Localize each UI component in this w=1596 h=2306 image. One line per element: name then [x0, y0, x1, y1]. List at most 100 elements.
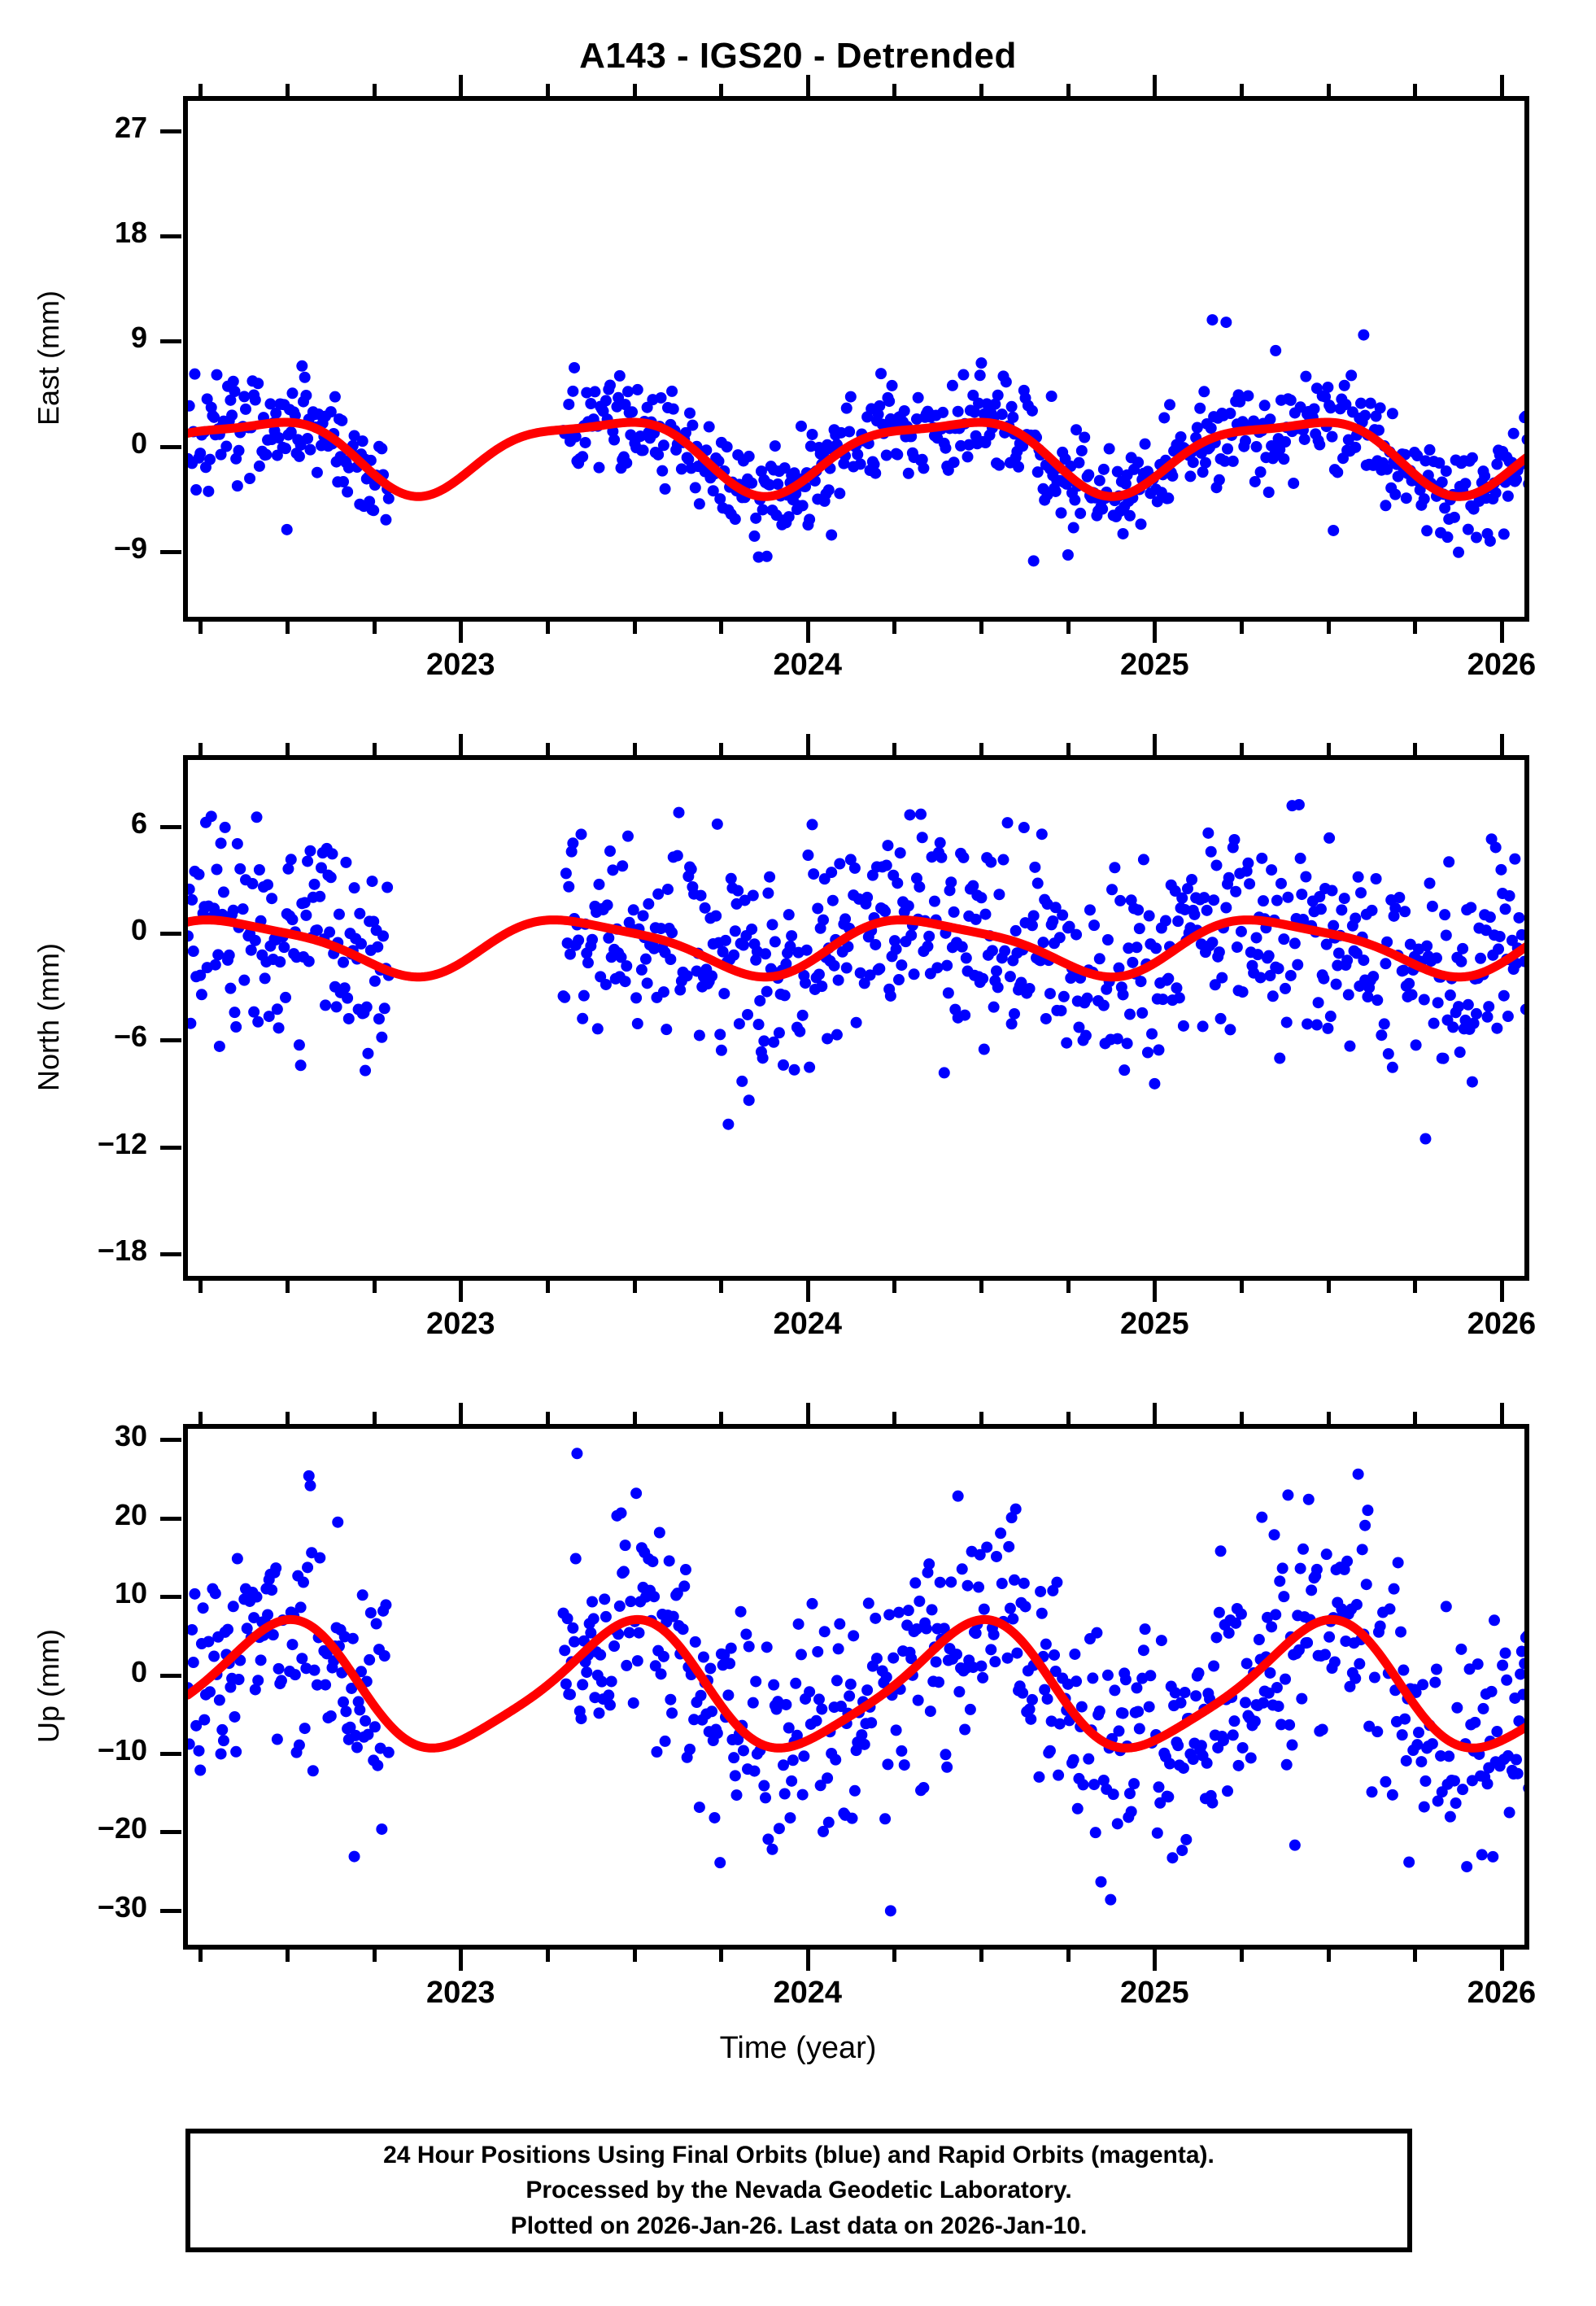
- y-tick-mark: [160, 931, 181, 936]
- y-tick-mark: [160, 1252, 181, 1257]
- x-minor-tick-top: [545, 84, 550, 96]
- plot-area-up[interactable]: [183, 1424, 1529, 1950]
- y-tick-mark: [160, 1438, 181, 1443]
- footer-line-1: 24 Hour Positions Using Final Orbits (bl…: [383, 2141, 1214, 2168]
- y-tick-mark: [160, 1830, 181, 1835]
- y-tick-mark: [160, 129, 181, 134]
- x-minor-tick-top: [1326, 1412, 1331, 1424]
- x-minor-tick-bottom: [892, 1281, 897, 1293]
- x-major-tick-top: [459, 1403, 464, 1424]
- x-minor-tick-bottom: [979, 622, 984, 634]
- x-minor-tick-bottom: [1239, 1950, 1244, 1962]
- x-minor-tick-top: [892, 1412, 897, 1424]
- y-tick-label: 0: [130, 912, 147, 946]
- y-tick-label: −18: [97, 1234, 147, 1268]
- y-tick-label: 27: [114, 111, 147, 145]
- x-minor-tick-bottom: [979, 1281, 984, 1293]
- x-minor-tick-bottom: [1066, 1950, 1071, 1962]
- x-major-tick-bottom: [805, 1950, 810, 1971]
- x-major-tick-bottom: [805, 1281, 810, 1302]
- y-tick-label: 6: [130, 806, 147, 840]
- y-tick-label: −9: [113, 531, 147, 565]
- data-layer-up: [188, 1448, 1524, 1917]
- x-minor-tick-top: [198, 84, 203, 96]
- y-tick-mark: [160, 1516, 181, 1521]
- x-minor-tick-bottom: [719, 1950, 724, 1962]
- x-minor-tick-top: [719, 1412, 724, 1424]
- y-tick-mark: [160, 1908, 181, 1913]
- x-minor-tick-top: [1326, 743, 1331, 755]
- x-minor-tick-top: [1066, 1412, 1071, 1424]
- x-minor-tick-top: [1413, 743, 1418, 755]
- x-major-tick-bottom: [1499, 1950, 1504, 1971]
- y-tick-label: 0: [130, 1654, 147, 1688]
- x-minor-tick-bottom: [1413, 1281, 1418, 1293]
- x-minor-tick-top: [198, 1412, 203, 1424]
- x-minor-tick-bottom: [1066, 1281, 1071, 1293]
- x-minor-tick-bottom: [545, 1281, 550, 1293]
- x-minor-tick-bottom: [1326, 1281, 1331, 1293]
- x-minor-tick-top: [1326, 84, 1331, 96]
- x-minor-tick-top: [1066, 84, 1071, 96]
- x-major-tick-top: [805, 75, 810, 96]
- x-minor-tick-bottom: [1326, 622, 1331, 634]
- x-minor-tick-top: [892, 84, 897, 96]
- x-minor-tick-top: [1239, 84, 1244, 96]
- plot-area-east[interactable]: [183, 96, 1529, 622]
- x-tick-label: 2024: [773, 648, 843, 682]
- plot-area-north[interactable]: [183, 755, 1529, 1281]
- y-tick-mark: [160, 824, 181, 829]
- x-major-tick-bottom: [1499, 622, 1504, 643]
- x-tick-label: 2023: [425, 1307, 495, 1341]
- x-minor-tick-bottom: [372, 1950, 377, 1962]
- fit-curve: [188, 1614, 1524, 1753]
- x-minor-tick-bottom: [632, 1281, 637, 1293]
- x-minor-tick-bottom: [632, 622, 637, 634]
- x-tick-label: 2026: [1467, 1307, 1537, 1341]
- x-minor-tick-bottom: [719, 1281, 724, 1293]
- x-tick-label: 2025: [1120, 1307, 1189, 1341]
- x-minor-tick-top: [1413, 1412, 1418, 1424]
- x-minor-tick-top: [979, 84, 984, 96]
- x-major-tick-top: [1153, 734, 1158, 755]
- x-minor-tick-top: [545, 743, 550, 755]
- page-title: A143 - IGS20 - Detrended: [579, 36, 1017, 76]
- x-tick-label: 2025: [1120, 1976, 1189, 2010]
- x-minor-tick-top: [1239, 743, 1244, 755]
- y-tick-mark: [160, 1673, 181, 1678]
- x-major-tick-top: [1499, 734, 1504, 755]
- x-minor-tick-bottom: [1239, 622, 1244, 634]
- x-minor-tick-bottom: [545, 1950, 550, 1962]
- x-minor-tick-top: [979, 743, 984, 755]
- y-tick-label: 0: [130, 426, 147, 460]
- x-minor-tick-bottom: [1066, 622, 1071, 634]
- x-major-tick-bottom: [1153, 1950, 1158, 1971]
- y-tick-mark: [160, 444, 181, 449]
- x-minor-tick-top: [1066, 743, 1071, 755]
- x-minor-tick-top: [1413, 84, 1418, 96]
- x-major-tick-top: [805, 734, 810, 755]
- footer-line-2: Processed by the Nevada Geodetic Laborat…: [525, 2177, 1072, 2204]
- x-minor-tick-bottom: [1413, 622, 1418, 634]
- x-tick-label: 2023: [425, 1976, 495, 2010]
- x-minor-tick-bottom: [545, 622, 550, 634]
- x-major-tick-top: [1153, 1403, 1158, 1424]
- x-minor-tick-bottom: [979, 1950, 984, 1962]
- y-tick-label: 30: [114, 1419, 147, 1453]
- data-layer-east: [188, 314, 1524, 567]
- x-minor-tick-top: [632, 1412, 637, 1424]
- x-minor-tick-bottom: [1239, 1281, 1244, 1293]
- x-minor-tick-top: [372, 84, 377, 96]
- y-tick-mark: [160, 549, 181, 554]
- y-tick-label: −30: [97, 1889, 147, 1924]
- x-minor-tick-top: [285, 1412, 290, 1424]
- y-tick-label: 9: [130, 321, 147, 355]
- x-minor-tick-top: [632, 84, 637, 96]
- x-major-tick-top: [1499, 1403, 1504, 1424]
- x-major-tick-bottom: [459, 622, 464, 643]
- scatter-points: [188, 798, 1524, 1145]
- x-major-tick-top: [805, 1403, 810, 1424]
- x-minor-tick-bottom: [372, 1281, 377, 1293]
- data-layer-north: [188, 798, 1524, 1145]
